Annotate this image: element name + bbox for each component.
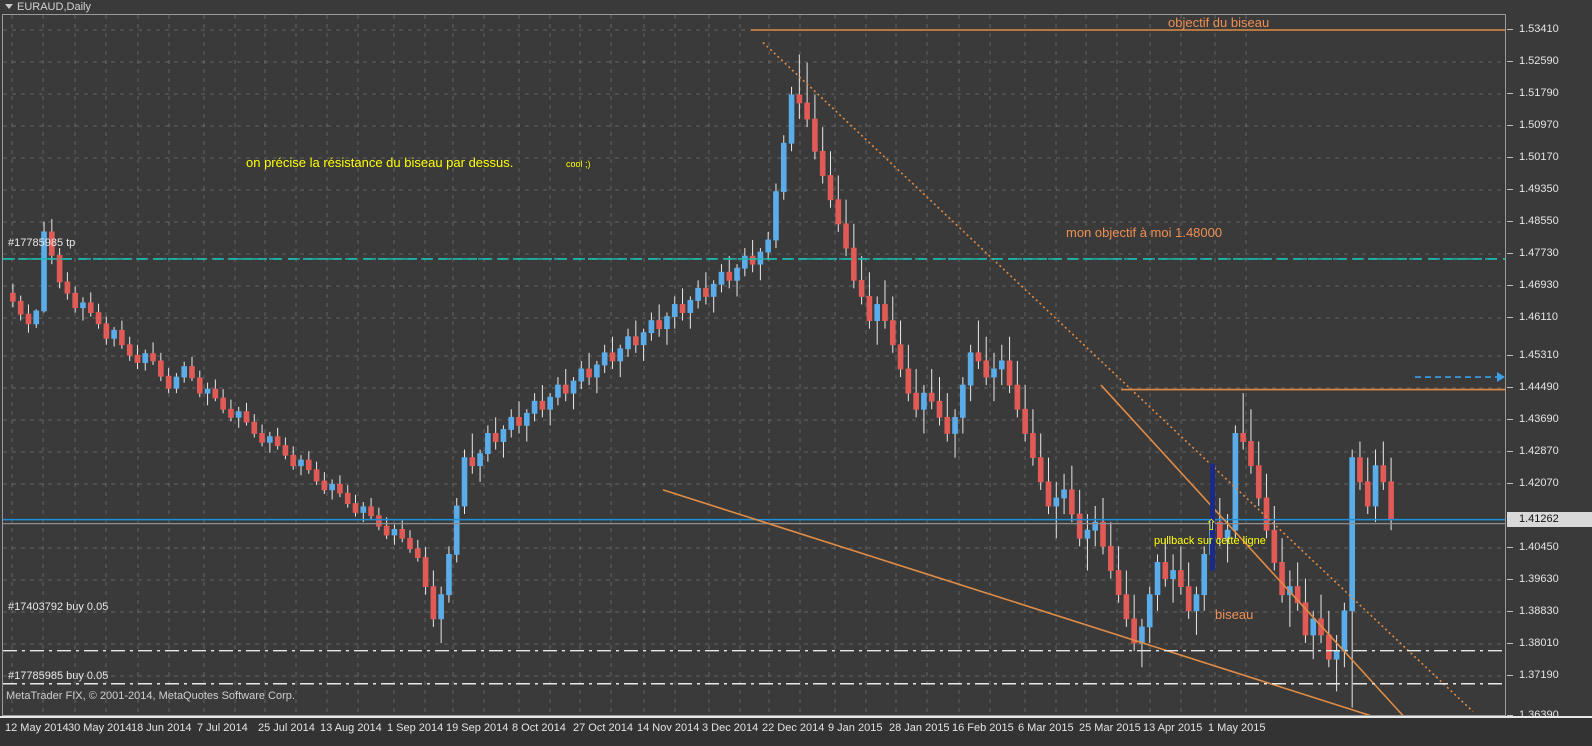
price-axis-tick — [1507, 675, 1513, 676]
price-axis-label: 1.51790 — [1519, 87, 1559, 99]
time-axis-label: 3 Dec 2014 — [702, 722, 759, 734]
price-axis-tick — [1507, 189, 1513, 190]
time-axis-separator — [0, 716, 1592, 718]
time-axis-label: 19 Sep 2014 — [446, 722, 509, 734]
current-price-box: 1.41262 — [1507, 511, 1592, 527]
price-axis-label: 1.45310 — [1519, 349, 1559, 361]
time-axis-label: 8 Oct 2014 — [512, 722, 566, 734]
price-axis-tick — [1507, 29, 1513, 30]
price-axis-tick — [1507, 285, 1513, 286]
price-axis-tick — [1507, 547, 1513, 548]
price-axis-label: 1.46110 — [1519, 311, 1558, 323]
time-axis-label: 6 Mar 2015 — [1018, 722, 1074, 734]
price-axis-label: 1.52590 — [1519, 55, 1559, 67]
price-axis-tick — [1507, 611, 1513, 612]
price-axis-label: 1.42870 — [1519, 445, 1559, 457]
price-axis-label: 1.43690 — [1519, 413, 1559, 425]
price-axis-tick — [1507, 253, 1513, 254]
price-axis-label: 1.37190 — [1519, 669, 1559, 681]
chart-gridlines — [3, 15, 1505, 715]
chart-canvas[interactable] — [3, 15, 1505, 715]
price-axis-label: 1.40450 — [1519, 541, 1559, 553]
price-axis-tick — [1507, 387, 1513, 388]
candlestick-series[interactable] — [10, 54, 1394, 708]
time-axis-label: 1 May 2015 — [1208, 722, 1266, 734]
price-axis-label: 1.38010 — [1519, 637, 1559, 649]
time-axis-label: 30 May 2014 — [68, 722, 132, 734]
copyright-notice: MetaTrader FIX, © 2001-2014, MetaQuotes … — [6, 690, 295, 702]
time-axis-label: 12 May 2014 — [5, 722, 69, 734]
price-axis-tick — [1507, 93, 1513, 94]
order-label-tp: #17785985 tp — [8, 237, 76, 249]
time-axis-label: 13 Apr 2015 — [1143, 722, 1203, 734]
chevron-down-icon[interactable] — [5, 4, 13, 9]
price-axis-tick — [1507, 579, 1513, 580]
chart-title: EURAUD,Daily — [17, 1, 91, 13]
time-axis[interactable]: 12 May 2014 30 May 2014 18 Jun 2014 7 Jul 2… — [0, 716, 1592, 746]
order-label-buy-17403792: #17403792 buy 0.05 — [8, 601, 109, 613]
chart-plot-frame[interactable] — [2, 14, 1506, 716]
price-axis-tick — [1507, 643, 1513, 644]
price-axis-label: 1.48550 — [1519, 215, 1559, 227]
price-axis-label: 1.46930 — [1519, 279, 1559, 291]
price-axis-tick — [1507, 419, 1513, 420]
time-axis-label: 25 Jul 2014 — [258, 722, 315, 734]
price-axis-label: 1.50170 — [1519, 151, 1559, 163]
price-axis-tick — [1507, 157, 1513, 158]
time-axis-label: 14 Nov 2014 — [637, 722, 700, 734]
time-axis-label: 18 Jun 2014 — [131, 722, 192, 734]
order-label-buy-17785985: #17785985 buy 0.05 — [8, 670, 109, 682]
price-axis-label: 1.50970 — [1519, 119, 1559, 131]
price-axis-label: 1.39630 — [1519, 573, 1559, 585]
price-axis-label: 1.49350 — [1519, 183, 1559, 195]
arrow-up-icon: ⇧ — [1205, 517, 1218, 534]
price-axis-tick — [1507, 221, 1513, 222]
price-axis[interactable]: 1.53410 1.52590 1.51790 1.50970 1.50170 1.493… — [1507, 14, 1592, 721]
price-axis-label: 1.44490 — [1519, 381, 1559, 393]
price-axis-tick — [1507, 715, 1513, 716]
price-axis-tick — [1507, 317, 1513, 318]
chart-drawn-objects[interactable] — [3, 29, 1505, 715]
price-axis-label: 1.53410 — [1519, 23, 1559, 35]
price-axis-tick — [1507, 355, 1513, 356]
price-axis-label: 1.47730 — [1519, 247, 1559, 259]
time-axis-label: 27 Oct 2014 — [573, 722, 633, 734]
time-axis-label: 1 Sep 2014 — [387, 722, 444, 734]
price-axis-label: 1.38830 — [1519, 605, 1559, 617]
time-axis-label: 22 Dec 2014 — [762, 722, 825, 734]
price-axis-tick — [1507, 61, 1513, 62]
time-axis-label: 16 Feb 2015 — [952, 722, 1014, 734]
time-axis-label: 7 Jul 2014 — [197, 722, 248, 734]
time-axis-label: 25 Mar 2015 — [1079, 722, 1141, 734]
chart-title-bar: EURAUD,Daily — [0, 0, 1592, 14]
time-axis-label: 28 Jan 2015 — [889, 722, 950, 734]
price-axis-label: 1.42070 — [1519, 477, 1559, 489]
price-axis-tick — [1507, 451, 1513, 452]
price-axis-tick — [1507, 125, 1513, 126]
price-axis-tick — [1507, 483, 1513, 484]
price-axis-label: 1.36390 — [1519, 709, 1559, 721]
time-axis-label: 13 Aug 2014 — [320, 722, 382, 734]
current-price-value: 1.41262 — [1519, 512, 1559, 525]
time-axis-label: 9 Jan 2015 — [828, 722, 883, 734]
